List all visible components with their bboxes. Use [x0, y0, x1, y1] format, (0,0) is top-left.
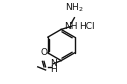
Text: NH$_2$: NH$_2$	[65, 1, 84, 14]
Text: N: N	[50, 59, 57, 68]
Text: H: H	[50, 65, 57, 74]
Text: O: O	[41, 48, 47, 57]
Text: NH: NH	[65, 22, 78, 31]
Text: HCl: HCl	[79, 22, 95, 31]
